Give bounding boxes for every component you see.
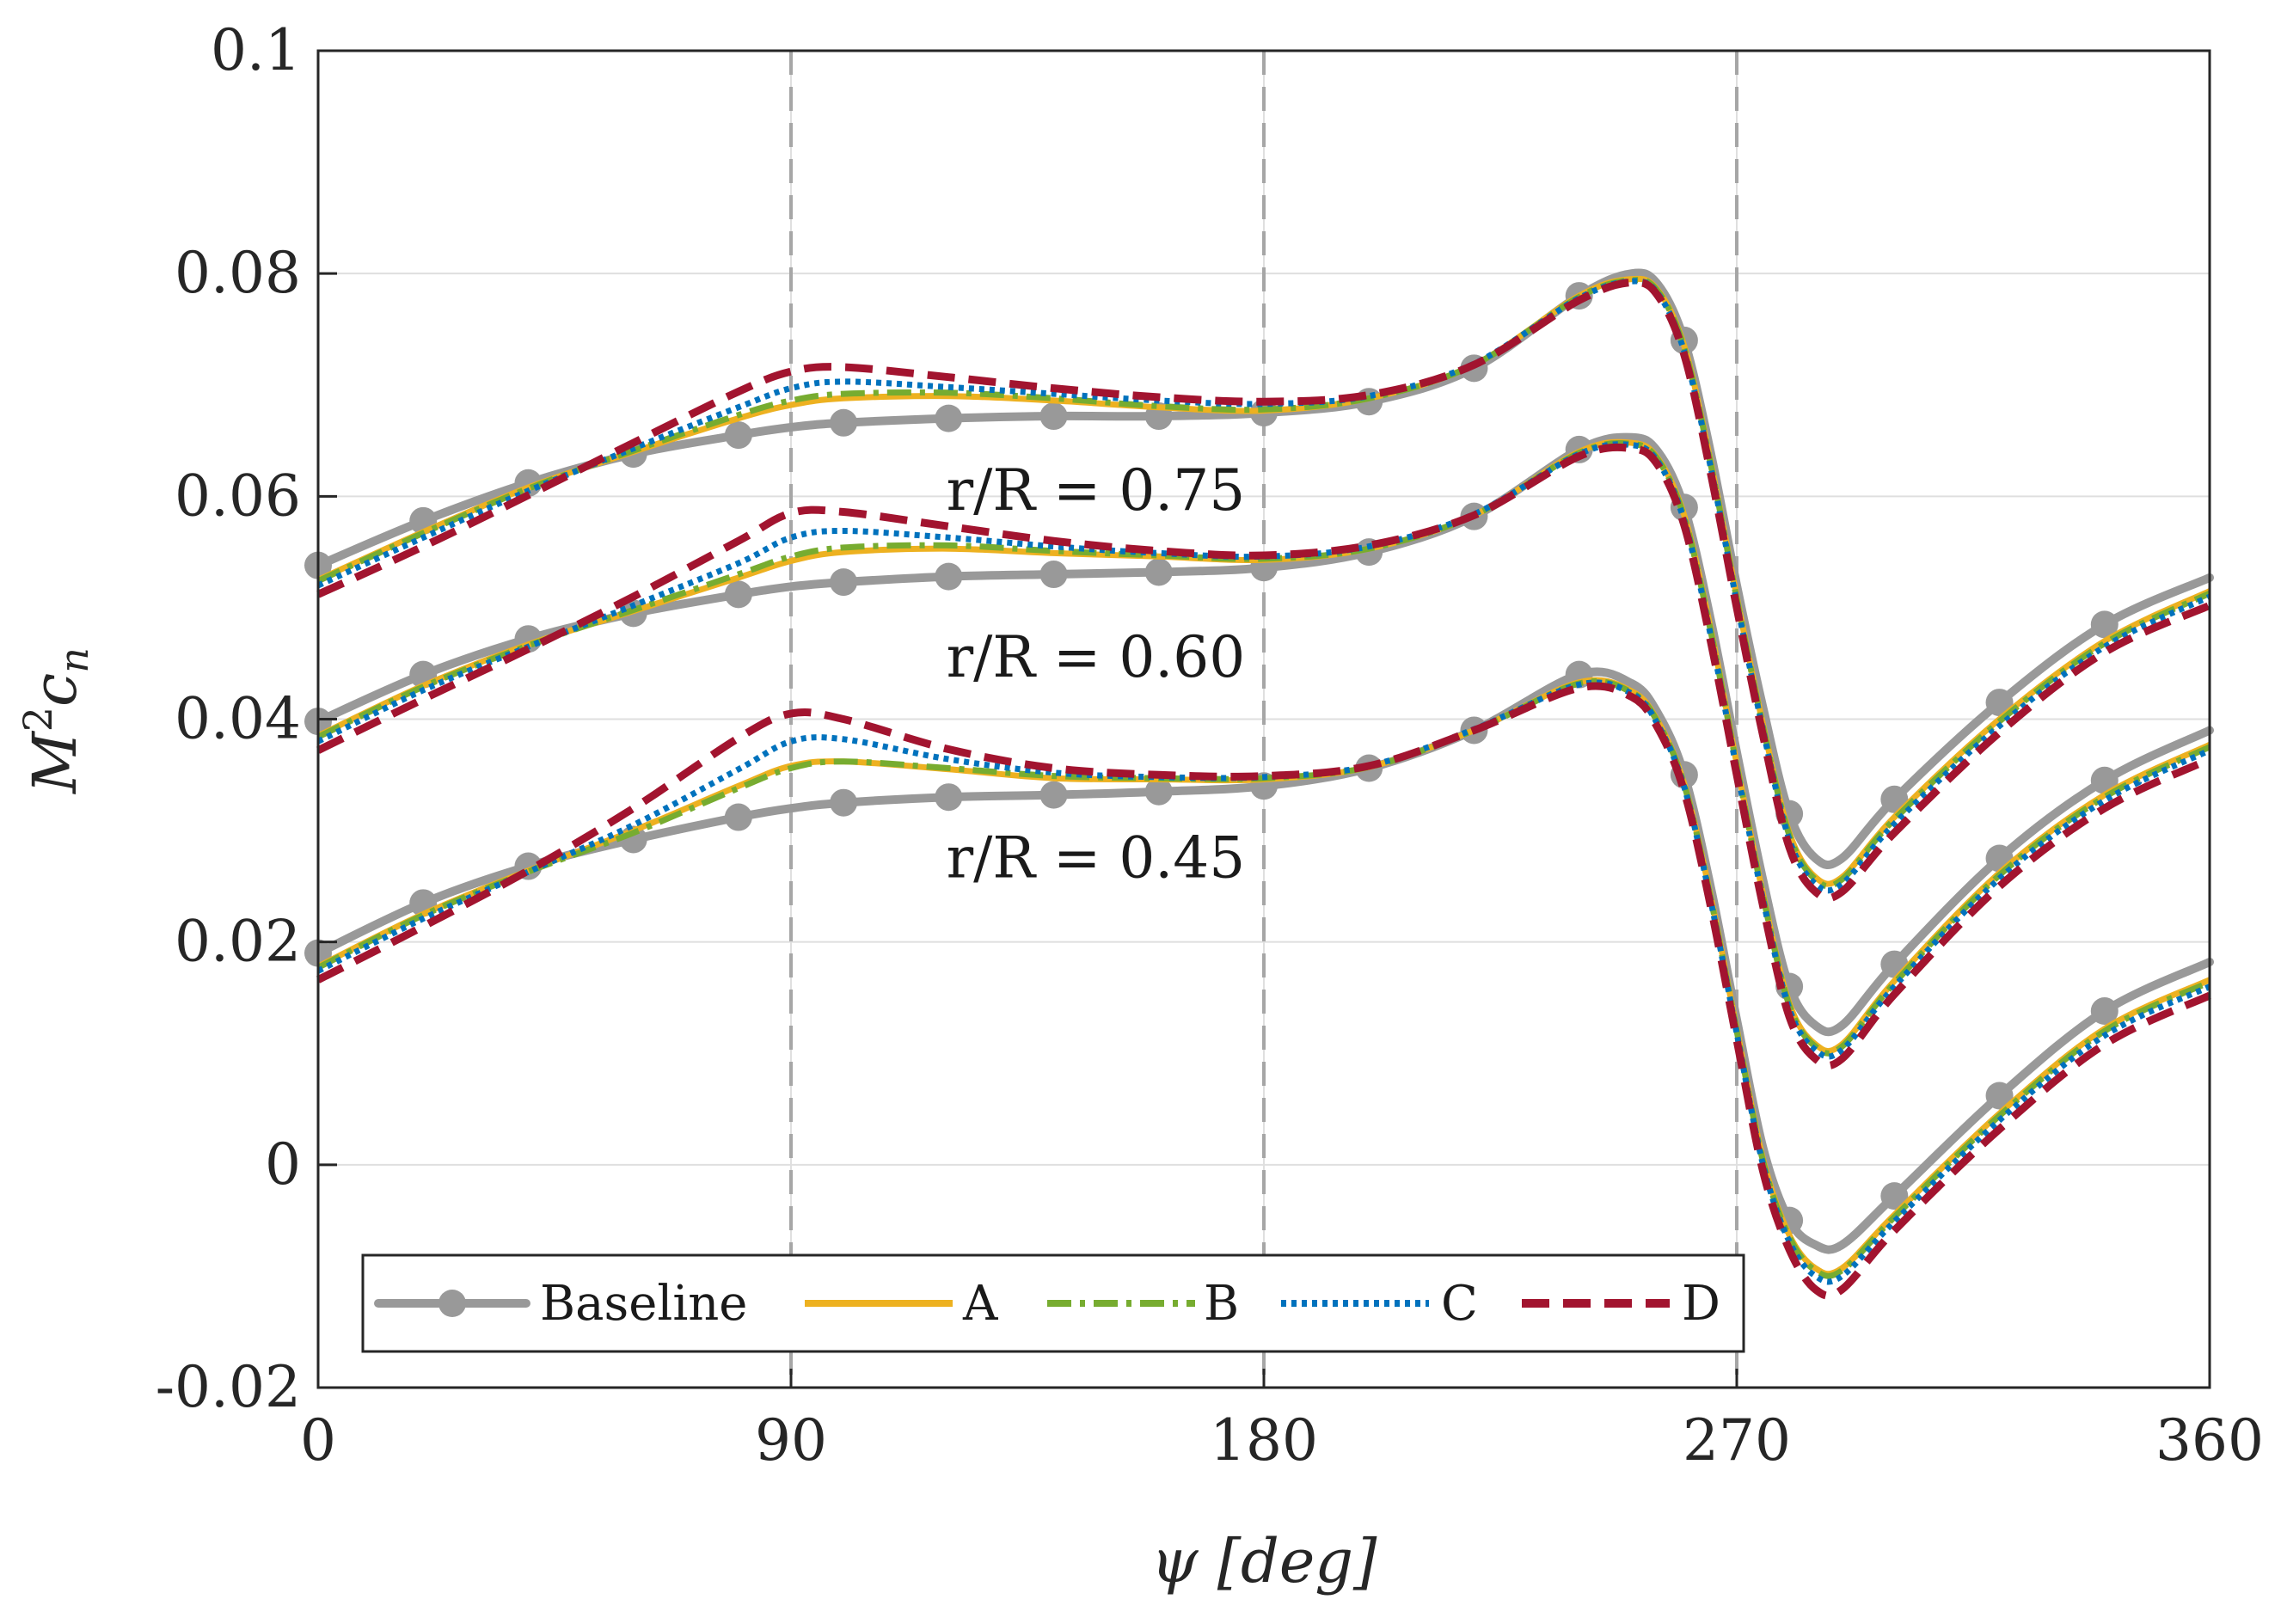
baseline-marker-group-2-5 — [830, 788, 858, 817]
annotation-r-060: r/R = 0.60 — [947, 624, 1246, 690]
y-tick-label-6: 0.1 — [211, 17, 301, 83]
legend-label-baseline: Baseline — [540, 1276, 747, 1332]
series-line-b-group-1 — [316, 439, 2211, 1057]
baseline-marker-group-2-17 — [2090, 997, 2119, 1026]
y-axis-title-sup: 2 — [15, 707, 61, 732]
baseline-marker-group-0-7 — [1039, 402, 1068, 431]
baseline-marker-group-1-7 — [1039, 561, 1068, 589]
series-layer — [304, 268, 2214, 1300]
baseline-marker-group-1-5 — [830, 568, 858, 597]
reference-lines — [789, 51, 1738, 1388]
legend-marker-baseline — [438, 1290, 466, 1317]
x-tick-label-4: 360 — [2155, 1407, 2264, 1474]
series-line-d-group-1 — [316, 443, 2211, 1069]
y-tick-label-4: 0.06 — [175, 463, 301, 529]
legend-item-c: C — [1281, 1276, 1478, 1332]
legend-label-b: B — [1204, 1276, 1239, 1332]
baseline-marker-group-1-6 — [935, 562, 963, 591]
y-axis-title-c: c — [20, 673, 90, 707]
baseline-marker-group-1-8 — [1144, 558, 1173, 586]
series-line-d-group-2 — [316, 682, 2211, 1300]
x-tick-label-1: 90 — [755, 1407, 827, 1474]
legend-label-a: A — [962, 1276, 998, 1332]
series-group-0 — [304, 268, 2214, 903]
y-axis-title: M2cn — [15, 647, 97, 795]
series-line-c-group-1 — [316, 441, 2211, 1060]
y-axis-title-m: M — [20, 730, 90, 795]
y-tick-label-3: 0.04 — [175, 686, 301, 752]
baseline-marker-group-0-6 — [935, 404, 963, 432]
x-tick-label-2: 180 — [1210, 1407, 1318, 1474]
annotation-r-075: r/R = 0.75 — [947, 457, 1246, 524]
baseline-marker-group-2-16 — [1985, 1082, 2014, 1110]
y-tick-label-0: -0.02 — [156, 1354, 301, 1420]
legend: Baseline A B C D — [361, 1253, 1745, 1353]
series-line-b-group-0 — [316, 277, 2211, 890]
y-tick-label-5: 0.08 — [175, 240, 301, 306]
y-tick-label-1: 0 — [265, 1131, 301, 1198]
y-tick-label-2: 0.02 — [175, 909, 301, 975]
legend-item-b: B — [1047, 1276, 1239, 1332]
baseline-marker-group-0-4 — [724, 421, 752, 450]
baseline-marker-group-0-17 — [2090, 610, 2119, 639]
legend-item-a: A — [805, 1276, 998, 1332]
x-tick-label-0: 0 — [300, 1407, 336, 1474]
baseline-marker-group-0-16 — [1985, 689, 2014, 717]
series-group-1 — [304, 432, 2214, 1069]
baseline-marker-group-2-4 — [724, 803, 752, 831]
annotation-r-045: r/R = 0.45 — [947, 824, 1246, 891]
series-group-2 — [304, 660, 2214, 1300]
baseline-marker-group-1-4 — [724, 580, 752, 609]
baseline-marker-group-2-8 — [1144, 777, 1173, 806]
baseline-marker-group-1-17 — [2090, 766, 2119, 794]
series-line-d-group-0 — [316, 278, 2211, 903]
legend-label-d: D — [1682, 1276, 1720, 1332]
baseline-marker-group-2-15 — [1880, 1182, 1909, 1210]
legend-item-d: D — [1522, 1276, 1720, 1332]
y-axis-title-sub: n — [51, 647, 97, 673]
baseline-marker-group-2-6 — [935, 783, 963, 812]
x-axis-title: ψ [deg] — [1151, 1526, 1377, 1596]
baseline-marker-group-0-5 — [830, 408, 858, 437]
legend-item-baseline: Baseline — [374, 1276, 747, 1332]
x-tick-label-3: 270 — [1683, 1407, 1791, 1474]
legend-label-c: C — [1441, 1276, 1478, 1332]
baseline-marker-group-2-7 — [1039, 781, 1068, 809]
